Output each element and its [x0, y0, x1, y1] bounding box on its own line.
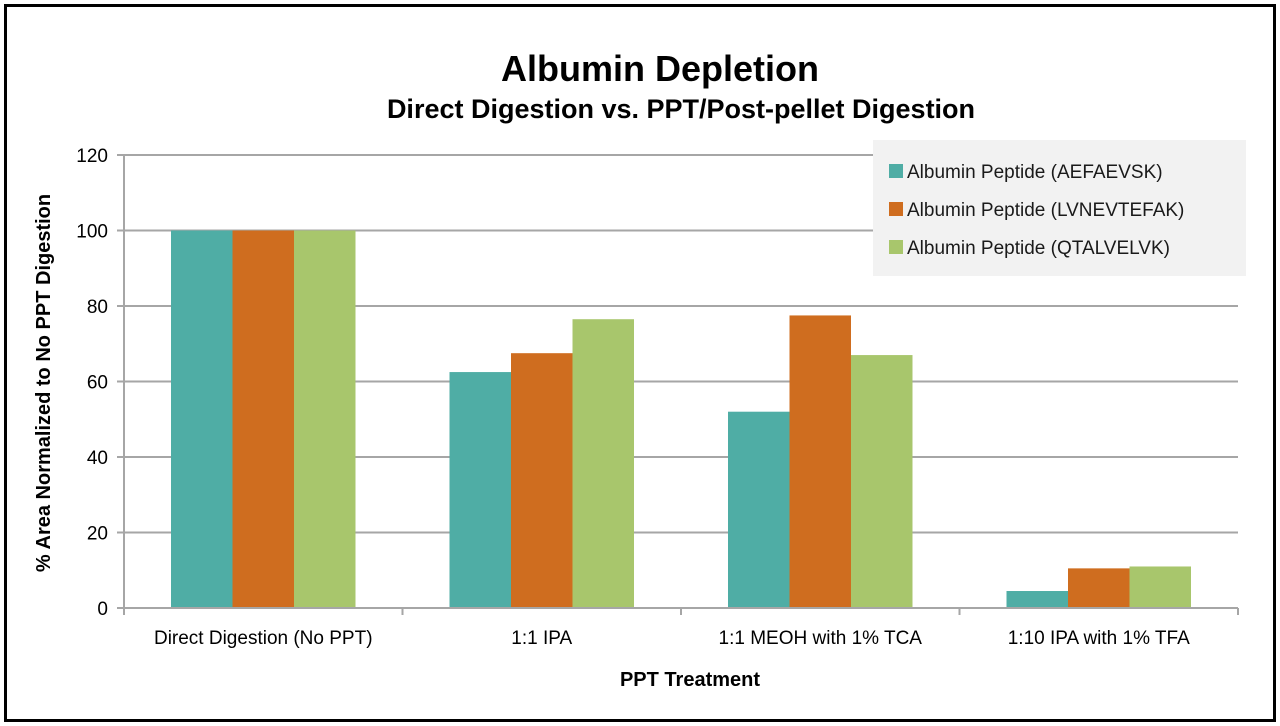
y-tick-label: 60: [87, 373, 108, 394]
y-tick-label: 100: [76, 222, 108, 243]
bars: [171, 230, 1191, 608]
legend-background: [873, 140, 1246, 276]
bar: [232, 230, 294, 608]
bar: [728, 411, 790, 608]
legend-entry: Albumin Peptide (QTALVELVK): [907, 238, 1170, 259]
bar: [1006, 591, 1068, 608]
bar: [511, 353, 573, 608]
chart-title: Albumin Depletion: [501, 48, 819, 89]
y-axis-label: % Area Normalized to No PPT Digestion: [33, 194, 55, 572]
y-tick-label: 120: [76, 146, 108, 167]
x-tick-label: 1:1 MEOH with 1% TCA: [719, 628, 923, 649]
legend-swatch: [889, 164, 903, 178]
y-tick-label: 80: [87, 297, 108, 318]
bar: [449, 372, 511, 608]
legend-entry: Albumin Peptide (AEFAEVSK): [907, 162, 1163, 183]
bar: [1068, 568, 1130, 608]
chart-subtitle: Direct Digestion vs. PPT/Post-pellet Dig…: [387, 94, 975, 124]
bar: [789, 315, 851, 608]
bar: [572, 319, 634, 608]
bar: [294, 230, 356, 608]
y-tick-label: 0: [97, 599, 108, 620]
bar: [851, 355, 913, 608]
x-tick-labels: Direct Digestion (No PPT) 1:1 IPA 1:1 MEOH…: [154, 628, 1190, 649]
x-axis-label: PPT Treatment: [620, 669, 760, 691]
bar: [1129, 566, 1191, 608]
legend-entry: Albumin Peptide (LVNEVTEFAK): [907, 200, 1184, 221]
legend-swatch: [889, 202, 903, 216]
y-tick-label: 40: [87, 448, 108, 469]
x-tick-label: Direct Digestion (No PPT): [154, 628, 373, 649]
y-tick-labels: 0 20 40 60 80 100 120: [76, 146, 108, 620]
x-tick-label: 1:1 IPA: [511, 628, 572, 649]
legend: Albumin Peptide (AEFAEVSK) Albumin Peptid…: [873, 140, 1246, 276]
y-tick-label: 20: [87, 524, 108, 545]
x-tick-label: 1:10 IPA with 1% TFA: [1008, 628, 1190, 649]
axes: [123, 155, 1239, 615]
legend-swatch: [889, 240, 903, 254]
bar: [171, 230, 233, 608]
